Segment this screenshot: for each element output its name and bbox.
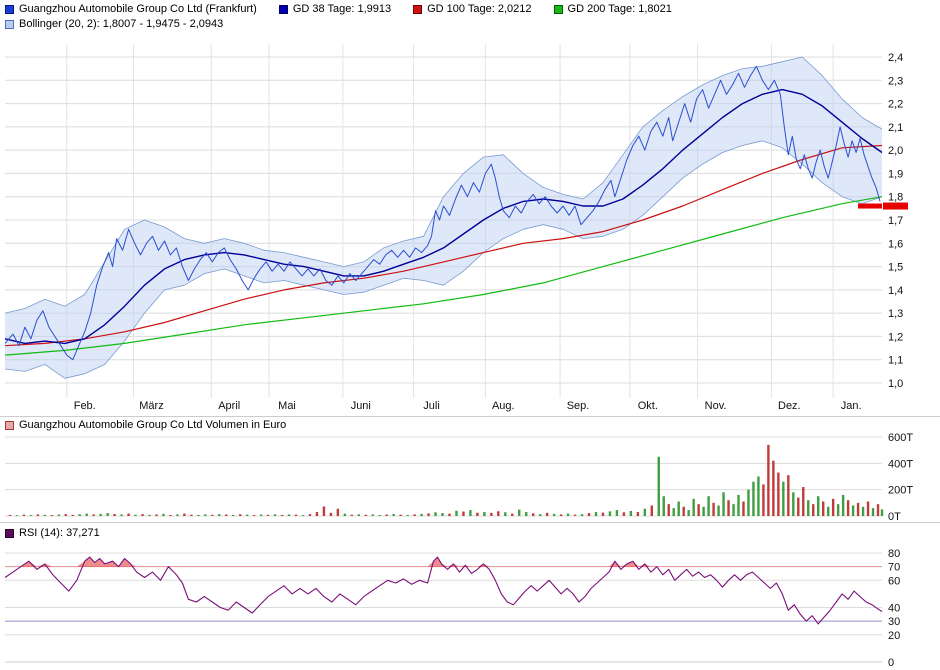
svg-text:1,1: 1,1: [888, 355, 903, 367]
bollinger-swatch-icon: [5, 19, 14, 29]
svg-text:Aug.: Aug.: [492, 400, 515, 412]
bollinger_lower-line: [4, 140, 883, 379]
svg-text:2,2: 2,2: [888, 99, 903, 111]
svg-text:Jan.: Jan.: [841, 400, 862, 412]
svg-text:Nov.: Nov.: [705, 400, 727, 412]
svg-text:0T: 0T: [888, 511, 901, 523]
svg-text:1,2: 1,2: [888, 331, 903, 343]
svg-text:1,9: 1,9: [888, 168, 903, 180]
main-grid: 2,4 2,3 2,2 2,1 2,0 1,9 1,8 1,7 1,6 1,5 1,4 1,3 1,2 1…: [5, 52, 903, 390]
svg-text:60: 60: [888, 575, 900, 587]
svg-text:Okt.: Okt.: [638, 400, 658, 412]
svg-text:1,0: 1,0: [888, 378, 903, 390]
legend-item-rsi: RSI (14): 37,271: [5, 527, 100, 539]
gd100-swatch-icon: [413, 4, 423, 14]
svg-text:1,6: 1,6: [888, 238, 903, 250]
rsi-overbought-fill: [5, 557, 882, 567]
main-legend-row: Guangzhou Automobile Group Co Ltd (Frank…: [5, 3, 672, 15]
svg-text:200T: 200T: [888, 485, 913, 497]
svg-text:400T: 400T: [888, 458, 913, 470]
legend-label-volume: Guangzhou Automobile Group Co Ltd Volume…: [19, 419, 287, 431]
legend-item-bollinger: Bollinger (20, 2): 1,8007 - 1,9475 - 2,0…: [5, 18, 223, 30]
svg-text:70: 70: [888, 562, 900, 574]
svg-text:2,3: 2,3: [888, 75, 903, 87]
last-price-marker: [858, 202, 908, 210]
svg-text:1,8: 1,8: [888, 192, 903, 204]
svg-text:0: 0: [888, 657, 894, 669]
legend-item-volume: Guangzhou Automobile Group Co Ltd Volume…: [5, 419, 286, 431]
svg-text:30: 30: [888, 616, 900, 628]
svg-text:1,7: 1,7: [888, 215, 903, 227]
gd100-line: [4, 144, 883, 347]
svg-text:2,1: 2,1: [888, 122, 903, 134]
svg-text:März: März: [139, 400, 163, 412]
gd200-line: [4, 196, 883, 356]
svg-text:80: 80: [888, 548, 900, 560]
legend-label-gd100: GD 100 Tage: 2,0212: [427, 3, 532, 15]
legend-item-price: Guangzhou Automobile Group Co Ltd (Frank…: [5, 3, 257, 15]
svg-text:1,5: 1,5: [888, 262, 903, 274]
bollinger-legend-row: Bollinger (20, 2): 1,8007 - 1,9475 - 2,0…: [5, 18, 223, 30]
volume-legend-row: Guangzhou Automobile Group Co Ltd Volume…: [5, 419, 286, 431]
gd38-swatch-icon: [278, 4, 288, 14]
rsi-legend-row: RSI (14): 37,271: [5, 527, 100, 539]
svg-text:Sep.: Sep.: [567, 400, 590, 412]
svg-text:Mai: Mai: [278, 400, 296, 412]
rsi-line: [4, 556, 883, 625]
legend-label-bollinger: Bollinger (20, 2): 1,8007 - 1,9475 - 2,0…: [19, 18, 224, 30]
svg-text:600T: 600T: [888, 432, 913, 444]
svg-text:40: 40: [888, 603, 900, 615]
svg-text:1,3: 1,3: [888, 308, 903, 320]
price-line: [4, 65, 881, 361]
svg-text:Dez.: Dez.: [778, 400, 801, 412]
svg-text:2,4: 2,4: [888, 52, 903, 64]
svg-text:2,0: 2,0: [888, 145, 903, 157]
legend-item-gd38: GD 38 Tage: 1,9913: [278, 3, 392, 15]
svg-text:20: 20: [888, 630, 900, 642]
volume-grid: 600T 400T 200T 0T: [5, 432, 913, 523]
svg-text:Juli: Juli: [423, 400, 440, 412]
legend-label-gd38: GD 38 Tage: 1,9913: [292, 3, 392, 15]
legend-label-price: Guangzhou Automobile Group Co Ltd (Frank…: [19, 3, 257, 15]
bollinger-band: [5, 57, 882, 379]
price-swatch-icon: [5, 4, 14, 14]
legend-item-gd100: GD 100 Tage: 2,0212: [413, 3, 532, 15]
legend-label-rsi: RSI (14): 37,271: [19, 527, 100, 539]
gd38-line: [4, 88, 883, 345]
month-axis: Feb. März April Mai Juni Juli Aug. Sep. Okt. Nov.…: [66, 44, 862, 412]
svg-text:Feb.: Feb.: [74, 400, 96, 412]
svg-text:1,4: 1,4: [888, 285, 903, 297]
volume-bars: [8, 444, 884, 516]
svg-text:Juni: Juni: [351, 400, 371, 412]
bollinger_upper-line: [4, 56, 883, 314]
svg-text:April: April: [218, 400, 240, 412]
legend-label-gd200: GD 200 Tage: 1,8021: [567, 3, 672, 15]
rsi-swatch-icon: [5, 528, 14, 538]
legend-item-gd200: GD 200 Tage: 1,8021: [553, 3, 672, 15]
volume-swatch-icon: [5, 420, 14, 430]
gd200-swatch-icon: [553, 4, 563, 14]
